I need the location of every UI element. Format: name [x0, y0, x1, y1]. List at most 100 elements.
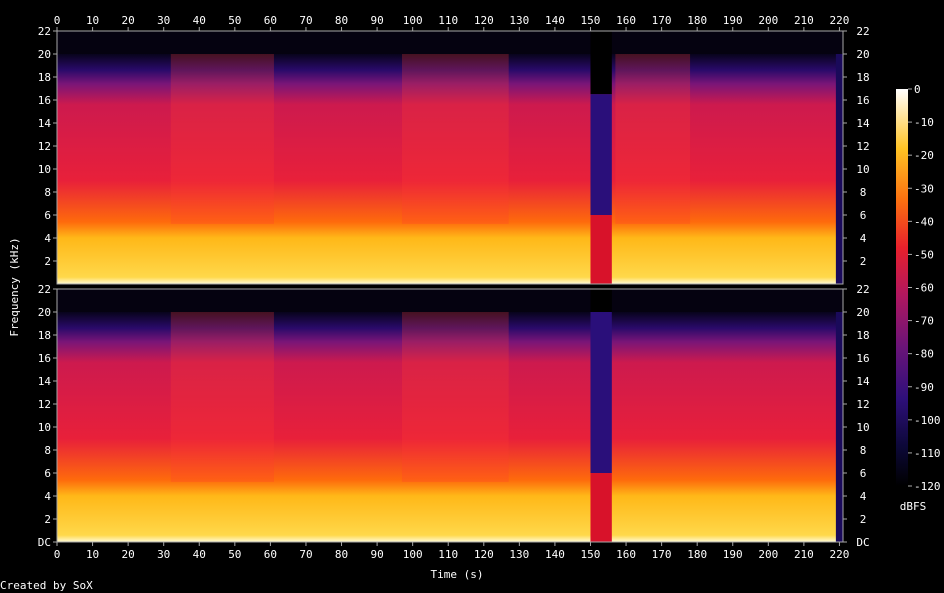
loud-segment — [170, 312, 274, 482]
x-tick-label-bottom: 40 — [193, 548, 206, 561]
x-tick-label-top: 10 — [86, 14, 99, 27]
x-tick-label-bottom: 100 — [403, 548, 423, 561]
colorbar-label: dBFS — [900, 500, 927, 513]
x-tick-label-bottom: 20 — [122, 548, 135, 561]
x-tick-label-bottom: 80 — [335, 548, 348, 561]
gap-segment-low — [590, 215, 612, 284]
x-tick-label-bottom: 0 — [54, 548, 61, 561]
channel-frame — [56, 30, 844, 285]
x-tick-label-bottom: 150 — [581, 548, 601, 561]
x-tick-label-top: 130 — [509, 14, 529, 27]
y-tick-label-left: 22 — [38, 283, 51, 296]
x-tick-label-bottom: 160 — [616, 548, 636, 561]
x-tick-label-bottom: 110 — [438, 548, 458, 561]
x-tick-label-top: 150 — [581, 14, 601, 27]
channel-1-spectrogram — [56, 30, 844, 285]
y-tick-label-right: 12 — [856, 398, 869, 411]
loud-segment — [615, 54, 691, 224]
x-tick-label-bottom: 200 — [758, 548, 778, 561]
y-tick-label-left: 10 — [38, 163, 51, 176]
y-tick-label-left: 14 — [38, 117, 52, 130]
tail-fade — [835, 54, 843, 284]
colorbar-tick-label: -30 — [914, 182, 934, 195]
x-tick-label-bottom: 90 — [370, 548, 383, 561]
x-tick-label-top: 40 — [193, 14, 206, 27]
y-tick-label-left: 2 — [44, 255, 51, 268]
colorbar-tick-label: -90 — [914, 381, 934, 394]
y-tick-label-right: 20 — [856, 48, 869, 61]
x-tick-label-top: 180 — [687, 14, 707, 27]
x-tick-label-top: 120 — [474, 14, 494, 27]
y-tick-label-left: 20 — [38, 306, 51, 319]
y-tick-label-right: 10 — [856, 421, 869, 434]
x-tick-label-top: 210 — [794, 14, 814, 27]
x-tick-label-top: 170 — [652, 14, 672, 27]
y-axis-label: Frequency (kHz) — [8, 237, 21, 336]
x-tick-label-bottom: 60 — [264, 548, 277, 561]
colorbar-tick-label: -40 — [914, 215, 934, 228]
y-tick-label-right: 16 — [856, 94, 869, 107]
colorbar-tick-label: -10 — [914, 116, 934, 129]
y-tick-label-left: 8 — [44, 186, 51, 199]
y-tick-label-left: 10 — [38, 421, 51, 434]
colorbar-tick-label: -20 — [914, 149, 934, 162]
x-tick-label-top: 110 — [438, 14, 458, 27]
y-tick-label-right: 14 — [856, 117, 870, 130]
channel-frame — [56, 288, 844, 543]
y-tick-label-left: 12 — [38, 398, 51, 411]
gap-segment-band — [590, 312, 612, 473]
y-tick-label-left: 4 — [44, 232, 51, 245]
x-tick-label-top: 190 — [723, 14, 743, 27]
colorbar-tick-label: -60 — [914, 282, 934, 295]
x-tick-label-bottom: 130 — [509, 548, 529, 561]
x-tick-label-bottom: 140 — [545, 548, 565, 561]
x-tick-label-top: 140 — [545, 14, 565, 27]
x-tick-label-top: 70 — [299, 14, 312, 27]
channel-2-spectrogram — [56, 288, 844, 543]
y-tick-label-right: 10 — [856, 163, 869, 176]
y-tick-label-right: DC — [856, 536, 869, 549]
colorbar-tick-label: -70 — [914, 315, 934, 328]
x-tick-label-bottom: 180 — [687, 548, 707, 561]
loud-segment — [401, 54, 509, 224]
loud-segment — [401, 312, 509, 482]
y-tick-label-left: 2 — [44, 513, 51, 526]
y-tick-label-right: 4 — [860, 232, 867, 245]
y-tick-label-right: 6 — [860, 467, 867, 480]
colorbar-tick-label: -120 — [914, 480, 941, 493]
x-tick-label-bottom: 170 — [652, 548, 672, 561]
y-tick-label-left: 18 — [38, 329, 51, 342]
y-tick-label-right: 12 — [856, 140, 869, 153]
y-tick-label-right: 14 — [856, 375, 870, 388]
colorbar-tick-label: -110 — [914, 447, 941, 460]
x-tick-label-bottom: 70 — [299, 548, 312, 561]
y-tick-label-right: 18 — [856, 71, 869, 84]
y-tick-label-right: 8 — [860, 444, 867, 457]
y-tick-label-left: 16 — [38, 352, 51, 365]
y-tick-label-right: 20 — [856, 306, 869, 319]
gap-segment-top — [590, 289, 612, 312]
credit-text: Created by SoX — [0, 579, 93, 592]
y-tick-label-right: 22 — [856, 25, 869, 38]
x-tick-label-bottom: 210 — [794, 548, 814, 561]
x-tick-label-top: 90 — [370, 14, 383, 27]
x-tick-label-bottom: 30 — [157, 548, 170, 561]
x-tick-label-bottom: 50 — [228, 548, 241, 561]
y-tick-label-left: 8 — [44, 444, 51, 457]
y-tick-label-right: 2 — [860, 255, 867, 268]
colorbar-tick-label: -80 — [914, 348, 934, 361]
y-tick-label-right: 4 — [860, 490, 867, 503]
x-tick-label-top: 50 — [228, 14, 241, 27]
y-tick-label-left: 16 — [38, 94, 51, 107]
x-axis-label: Time (s) — [431, 568, 484, 581]
y-tick-label-left: 6 — [44, 467, 51, 480]
y-tick-label-left: DC — [38, 536, 51, 549]
x-tick-label-bottom: 10 — [86, 548, 99, 561]
y-tick-label-left: 22 — [38, 25, 51, 38]
x-tick-label-top: 100 — [403, 14, 423, 27]
colorbar-tick-label: 0 — [914, 83, 921, 96]
y-tick-label-left: 14 — [38, 375, 52, 388]
y-tick-label-right: 6 — [860, 209, 867, 222]
x-tick-label-top: 220 — [830, 14, 850, 27]
